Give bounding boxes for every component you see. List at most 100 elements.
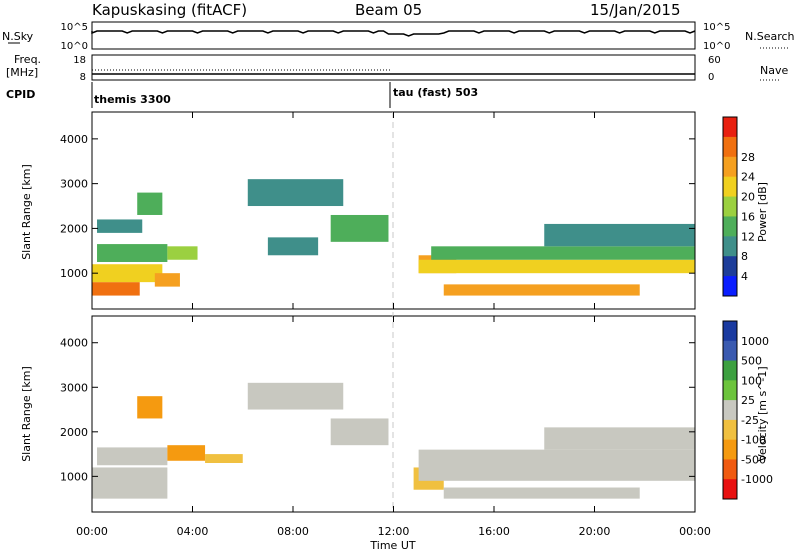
- velocity-region-8: [418, 449, 695, 481]
- power-region-13: [443, 284, 640, 296]
- power-region-4: [137, 192, 163, 215]
- beam-title: Beam 05: [355, 1, 422, 19]
- velocity-colorbar-swatch-7: [723, 459, 737, 480]
- cpid-segment-2: tau (fast) 503: [393, 86, 478, 99]
- cpid-row: CPID themis 3300 tau (fast) 503: [6, 82, 478, 108]
- cpid-label: CPID: [6, 88, 35, 101]
- power-region-0: [92, 282, 140, 296]
- velocity-colorbar: 1000 500 100 25 -25 -100 -500 -1000: [722, 320, 773, 500]
- noise-left-tick-top: 10^5: [61, 22, 88, 33]
- velocity-colorbar-label: Velocity [m s^-1]: [756, 366, 769, 461]
- velocity-ylabel: Slant Range [km]: [20, 366, 33, 462]
- power-region-6: [167, 246, 198, 260]
- power-colorbar-swatch-6: [723, 236, 737, 257]
- power-region-1: [92, 264, 163, 283]
- freq-right-tick-top: 60: [708, 55, 721, 66]
- power-colorbar-label: Power [dB]: [756, 182, 769, 242]
- velocity-region-4: [205, 454, 243, 463]
- power-colorbar: 4 8 12 16 20 24 28: [722, 116, 755, 297]
- velocity-colorbar-tick-4: -25: [741, 414, 759, 427]
- velocity-region-5: [247, 382, 344, 410]
- power-colorbar-swatch-5: [723, 216, 737, 237]
- velocity-region-10: [544, 427, 695, 450]
- xtick-label-1: 04:00: [177, 525, 209, 538]
- xtick-label-3: 12:00: [378, 525, 410, 538]
- velocity-heatmap: [92, 382, 695, 499]
- cpid-segment-1: themis 3300: [94, 93, 171, 106]
- freq-left-tick-bottom: 8: [80, 72, 86, 83]
- velocity-ytick-label-1: 2000: [60, 426, 88, 439]
- velocity-panel: 1000 2000 3000 4000 Slant Range [km] 1000 50…: [20, 315, 773, 513]
- velocity-colorbar-tick-2: 100: [741, 374, 762, 387]
- nsky-trace-line: [91, 30, 696, 37]
- velocity-region-1: [97, 447, 168, 466]
- velocity-region-6: [330, 418, 389, 446]
- power-colorbar-swatch-1: [723, 136, 737, 158]
- power-colorbar-swatch-2: [723, 156, 737, 178]
- velocity-y-axis: 1000 2000 3000 4000: [60, 337, 695, 483]
- power-region-8: [330, 214, 389, 242]
- velocity-colorbar-swatch-3: [723, 380, 737, 401]
- power-colorbar-swatch-7: [723, 256, 737, 277]
- velocity-colorbar-tick-0: 1000: [741, 335, 769, 348]
- power-colorbar-swatch-4: [723, 196, 737, 217]
- date-title: 15/Jan/2015: [590, 1, 681, 19]
- noise-right-tick-top: 10^5: [703, 22, 730, 33]
- power-frame: [91, 111, 696, 310]
- freq-unit-label: [MHz]: [6, 66, 38, 79]
- power-region-9: [267, 237, 319, 256]
- velocity-region-2: [137, 396, 163, 419]
- velocity-colorbar-swatch-5: [723, 419, 737, 441]
- velocity-colorbar-tick-3: 25: [741, 394, 755, 407]
- power-region-11: [418, 259, 695, 274]
- power-ytick-label-2: 3000: [60, 178, 88, 191]
- freq-panel: Freq. [MHz] 18 8 60 0 Nave: [6, 53, 788, 83]
- xtick-label-4: 16:00: [478, 525, 510, 538]
- power-colorbar-tick-2: 12: [741, 230, 755, 243]
- velocity-colorbar-swatch-1: [723, 340, 737, 362]
- power-y-axis: 1000 2000 3000 4000: [60, 133, 695, 280]
- xtick-label-0: 00:00: [76, 525, 108, 538]
- xtick-label-5: 20:00: [579, 525, 611, 538]
- noise-right-tick-bottom: 10^0: [703, 41, 730, 52]
- xtick-label-2: 08:00: [277, 525, 309, 538]
- power-colorbar-tick-4: 20: [741, 191, 755, 204]
- velocity-colorbar-tick-6: -500: [741, 453, 766, 466]
- noise-left-tick-bottom: 10^0: [61, 41, 88, 52]
- nsky-label: N.Sky: [2, 30, 34, 43]
- velocity-ytick-label-2: 3000: [60, 381, 88, 394]
- xaxis-label: Time UT: [369, 539, 415, 552]
- power-region-12: [431, 246, 695, 260]
- velocity-colorbar-tick-5: -100: [741, 434, 766, 447]
- power-colorbar-tick-3: 16: [741, 210, 755, 223]
- velocity-ytick-label-3: 4000: [60, 337, 88, 350]
- velocity-region-9: [443, 487, 640, 499]
- power-colorbar-swatch-3: [723, 176, 737, 198]
- power-ytick-label-0: 1000: [60, 267, 88, 280]
- velocity-colorbar-swatch-4: [723, 400, 737, 421]
- velocity-colorbar-frame: [722, 320, 738, 500]
- velocity-colorbar-swatch-2: [723, 360, 737, 381]
- noise-panel: N.Sky 10^5 10^0 10^5 10^0 N.Search: [2, 21, 795, 52]
- power-colorbar-swatch-8: [723, 276, 737, 297]
- velocity-ytick-label-0: 1000: [60, 470, 88, 483]
- power-colorbar-swatch-0: [723, 117, 737, 138]
- velocity-colorbar-swatch-8: [723, 479, 737, 500]
- power-region-7: [247, 179, 344, 207]
- time-axis: 00:00 04:00 08:00 12:00 16:00 20:00 00:00: [76, 112, 711, 538]
- power-colorbar-frame: [722, 116, 738, 297]
- xtick-label-6: 00:00: [679, 525, 711, 538]
- power-ytick-label-3: 4000: [60, 133, 88, 146]
- freq-right-tick-bottom: 0: [708, 72, 714, 83]
- station-title: Kapuskasing (fitACF): [92, 1, 247, 19]
- power-region-5: [154, 273, 180, 287]
- velocity-colorbar-swatch-6: [723, 439, 737, 460]
- velocity-region-3: [167, 445, 206, 461]
- freq-label: Freq.: [14, 53, 41, 66]
- power-region-3: [97, 219, 143, 233]
- nsky-trace: [91, 30, 696, 37]
- velocity-colorbar-tick-7: -1000: [741, 473, 773, 486]
- power-heatmap: [92, 179, 695, 296]
- velocity-colorbar-swatch-0: [723, 321, 737, 342]
